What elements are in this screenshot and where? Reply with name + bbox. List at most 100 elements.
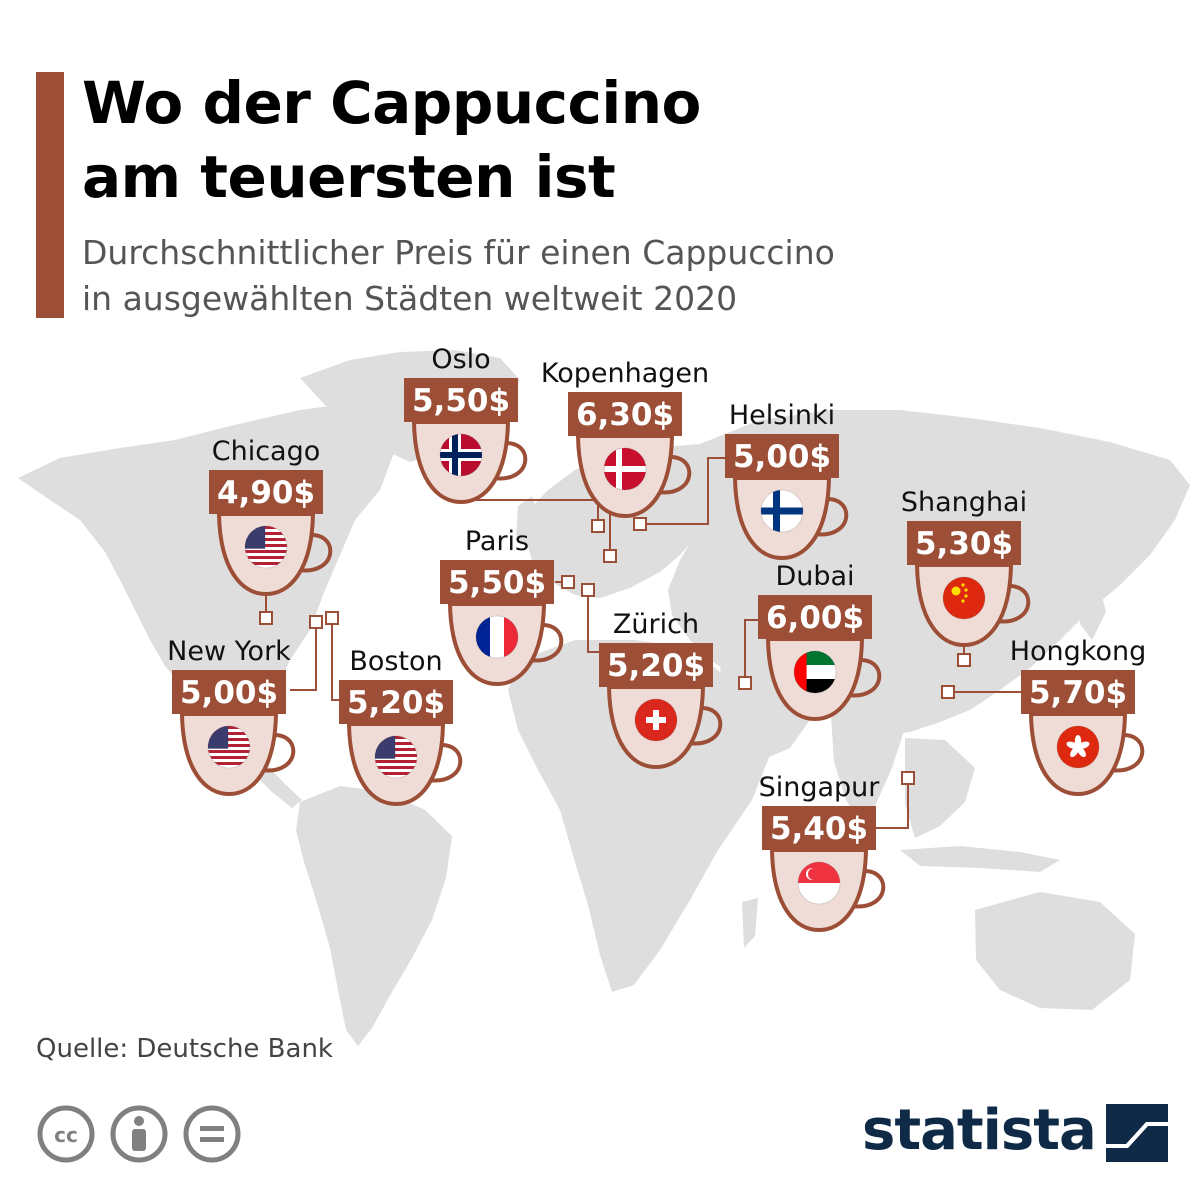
south-america-shape: [296, 786, 452, 1046]
uk-shape: [516, 496, 540, 548]
price-marker-shanghai: Shanghai 5,30$: [901, 487, 1031, 648]
cup-handle-icon: [656, 455, 692, 495]
price-label: 4,90$: [217, 475, 315, 511]
location-marker-oslo: [591, 519, 605, 533]
attribution-icon[interactable]: [110, 1105, 168, 1163]
usa-flag: [375, 736, 417, 778]
cup-handle-icon: [297, 533, 333, 573]
subtitle-line-1: Durchschnittlicher Preis für einen Cappu…: [82, 233, 835, 272]
price-marker-paris: Paris 5,50$: [440, 526, 564, 687]
hongkong-flag: [1057, 726, 1099, 768]
city-label: Paris: [465, 526, 529, 557]
china-flag: [943, 577, 985, 619]
cup-handle-icon: [260, 733, 296, 773]
cup-handle-icon: [813, 497, 849, 537]
city-label: Oslo: [431, 344, 490, 375]
india-shape: [830, 700, 905, 822]
price-label: 6,00$: [766, 600, 864, 636]
price-box: [568, 392, 682, 436]
cup-handle-icon: [427, 743, 463, 783]
statista-logo[interactable]: statista: [862, 1098, 1172, 1168]
svg-text:cc: cc: [54, 1123, 78, 1147]
price-box: [907, 521, 1021, 565]
price-box: [725, 434, 839, 478]
title-line-2: am teuersten ist: [82, 143, 616, 211]
price-box: [172, 670, 286, 714]
denmark-flag: [604, 448, 646, 490]
price-box: [404, 378, 518, 422]
price-label: 5,40$: [770, 811, 868, 847]
price-box: [762, 806, 876, 850]
price-marker-zrich: Zürich 5,20$: [599, 609, 723, 770]
price-marker-hongkong: Hongkong 5,70$: [1010, 636, 1147, 797]
location-marker-kopenhagen: [603, 549, 617, 563]
price-label: 5,50$: [448, 565, 546, 601]
norway-flag: [440, 434, 482, 476]
cup-handle-icon: [1109, 733, 1145, 773]
location-marker-boston: [325, 611, 339, 625]
switzerland-flag: [635, 699, 677, 741]
city-label: Hongkong: [1010, 636, 1147, 667]
price-marker-newyork: New York 5,00$: [167, 636, 296, 797]
price-box: [599, 643, 713, 687]
price-label: 6,30$: [576, 397, 674, 433]
france-flag: [476, 616, 518, 658]
cup-handle-icon: [687, 706, 723, 746]
southeast-asia-shape: [905, 738, 975, 838]
price-marker-helsinki: Helsinki 5,00$: [725, 400, 849, 561]
brand-name: statista: [862, 1098, 1097, 1163]
cup-handle-icon: [995, 584, 1031, 624]
price-marker-singapur: Singapur 5,40$: [759, 772, 886, 933]
cup-handle-icon: [492, 441, 528, 481]
connector-singapur: [875, 778, 909, 829]
price-box: [209, 470, 323, 514]
japan-shape: [1080, 580, 1106, 640]
location-marker-hongkong: [941, 685, 955, 699]
australia-shape: [975, 892, 1135, 1010]
chart-title: Wo der Cappuccino am teuersten ist: [82, 66, 1162, 214]
price-box: [339, 680, 453, 724]
price-label: 5,00$: [180, 675, 278, 711]
location-marker-dubai: [738, 676, 752, 690]
usa-flag: [245, 526, 287, 568]
city-label: Zürich: [613, 609, 699, 640]
uae-flag: [794, 651, 836, 693]
price-markers: Oslo 5,50$ Kopenhagen 6,30$ Helsinki 5,00$ Chi…: [167, 344, 1147, 933]
cup-handle-icon: [528, 623, 564, 663]
city-label: New York: [167, 636, 291, 667]
connector-zrich: [587, 590, 600, 653]
license-icons: cc: [37, 1105, 241, 1163]
price-label: 5,00$: [733, 439, 831, 475]
connector-newyork: [290, 622, 317, 691]
location-marker-singapur: [901, 771, 915, 785]
price-label: 5,20$: [347, 685, 445, 721]
price-marker-kopenhagen: Kopenhagen 6,30$: [541, 358, 709, 519]
no-derivatives-icon[interactable]: [183, 1105, 241, 1163]
price-label: 5,30$: [915, 526, 1013, 562]
madagascar-shape: [742, 898, 758, 948]
singapore-flag: [798, 862, 840, 904]
price-label: 5,70$: [1029, 675, 1127, 711]
connector-helsinki: [640, 457, 725, 525]
price-marker-boston: Boston 5,20$: [339, 646, 463, 807]
subtitle-line-2: in ausgewählten Städten weltweit 2020: [82, 279, 738, 318]
world-map: Oslo 5,50$ Kopenhagen 6,30$ Helsinki 5,00$ Chi…: [18, 344, 1190, 1046]
africa-shape: [508, 640, 772, 992]
price-label: 5,20$: [607, 648, 705, 684]
city-label: Boston: [349, 646, 442, 677]
city-label: Helsinki: [729, 400, 835, 431]
cc-icon[interactable]: cc: [37, 1105, 95, 1163]
finland-flag: [761, 490, 803, 532]
europe-shape: [520, 444, 725, 598]
price-box: [1021, 670, 1135, 714]
city-label: Kopenhagen: [541, 358, 709, 389]
location-marker-helsinki: [633, 517, 647, 531]
city-label: Singapur: [759, 772, 881, 803]
price-marker-dubai: Dubai 6,00$: [758, 561, 882, 722]
price-marker-chicago: Chicago 4,90$: [209, 436, 333, 597]
price-marker-oslo: Oslo 5,50$: [404, 344, 528, 505]
accent-bar: [36, 72, 64, 318]
location-marker-shanghai: [957, 653, 971, 667]
city-label: Shanghai: [901, 487, 1027, 518]
location-marker-paris: [561, 575, 575, 589]
